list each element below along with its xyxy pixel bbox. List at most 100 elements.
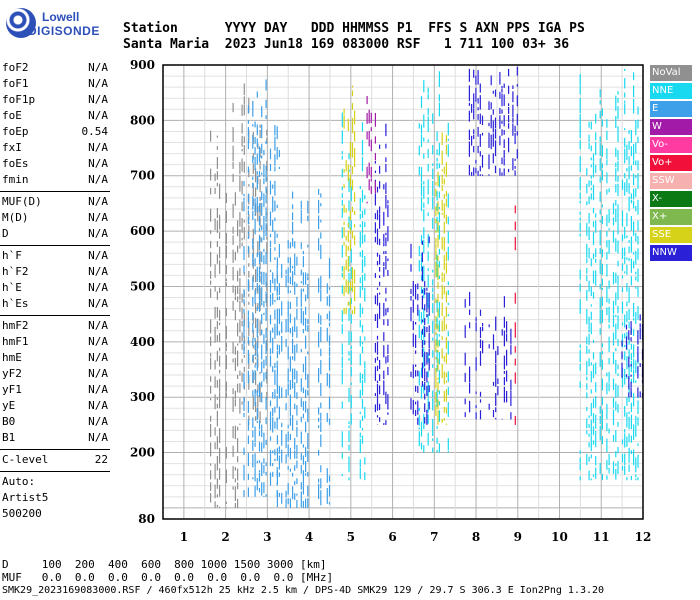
echo-point: [432, 418, 434, 431]
param-value: N/A: [88, 319, 108, 332]
echo-point: [628, 183, 630, 194]
echo-point: [635, 160, 637, 166]
echo-point: [612, 314, 615, 327]
echo-point: [579, 192, 581, 200]
echo-point: [232, 300, 234, 311]
echo-point: [261, 191, 263, 200]
echo-point: [345, 244, 347, 257]
param-row: hmF1 N/A: [0, 334, 112, 350]
echo-point: [359, 467, 361, 479]
echo-point: [243, 490, 245, 497]
echo-point: [285, 269, 287, 275]
echo-point: [626, 178, 628, 193]
param-row: foF2 N/A: [0, 60, 112, 76]
echo-point: [276, 308, 278, 324]
echo-point: [281, 422, 283, 428]
echo-point: [265, 170, 267, 182]
echo-point: [265, 252, 267, 264]
echo-point: [588, 213, 590, 224]
echo-point: [376, 287, 379, 290]
echo-point: [617, 404, 619, 413]
echo-point: [225, 245, 227, 259]
echo-point: [599, 462, 601, 474]
echo-point: [274, 257, 276, 260]
echo-point: [443, 194, 445, 199]
echo-point: [269, 180, 272, 195]
echo-point: [266, 177, 268, 181]
echo-point: [241, 158, 243, 172]
echo-point: [608, 371, 610, 383]
param-name: B0: [2, 415, 16, 428]
echo-point: [621, 263, 624, 271]
echo-point: [247, 316, 249, 328]
echo-point: [248, 415, 250, 422]
echo-point: [432, 320, 434, 334]
echo-point: [423, 186, 425, 199]
echo-point: [364, 287, 366, 302]
echo-point: [427, 179, 429, 195]
echo-point: [633, 85, 635, 98]
echo-point: [427, 197, 429, 205]
echo-point: [296, 370, 298, 384]
echo-point: [432, 337, 434, 341]
echo-point: [421, 340, 423, 349]
echo-point: [341, 431, 343, 448]
echo-point: [438, 339, 440, 347]
echo-point: [343, 204, 345, 213]
echo-point: [361, 341, 364, 345]
echo-point: [628, 309, 630, 320]
echo-point: [628, 464, 630, 472]
echo-point: [265, 207, 267, 222]
echo-point: [438, 410, 440, 422]
echo-point: [415, 350, 417, 354]
echo-point: [608, 467, 610, 474]
echo-point: [241, 332, 243, 342]
echo-point: [261, 287, 263, 303]
echo-point: [599, 136, 601, 143]
echo-point: [418, 309, 420, 322]
echo-point: [592, 339, 595, 343]
echo-point: [252, 417, 254, 428]
echo-point: [624, 457, 626, 466]
echo-point: [254, 156, 256, 171]
echo-point: [385, 232, 387, 236]
echo-point: [287, 240, 289, 249]
echo-point: [320, 315, 322, 325]
echo-point: [287, 383, 289, 396]
echo-point: [210, 270, 212, 279]
echo-point: [225, 501, 227, 504]
echo-point: [259, 196, 261, 202]
echo-point: [443, 406, 445, 413]
echo-point: [302, 500, 304, 508]
echo-point: [239, 162, 241, 175]
echo-point: [438, 401, 440, 406]
echo-point: [258, 266, 261, 282]
echo-point: [617, 150, 619, 161]
echo-point: [438, 163, 440, 169]
echo-point: [420, 182, 423, 197]
echo-point: [435, 243, 437, 254]
param-row: C-level 22: [0, 452, 112, 468]
echo-point: [361, 399, 364, 409]
echo-point: [438, 320, 440, 332]
echo-point: [272, 392, 274, 399]
echo-point: [637, 248, 639, 260]
echo-point: [590, 187, 592, 191]
echo-point: [348, 286, 350, 294]
echo-point: [424, 381, 426, 391]
echo-point: [441, 302, 443, 317]
echo-point: [579, 156, 581, 172]
echo-point: [435, 261, 437, 278]
echo-point: [469, 382, 471, 394]
echo-point: [254, 365, 256, 368]
echo-point: [592, 291, 595, 299]
echo-point: [285, 319, 287, 333]
echo-point: [349, 142, 351, 158]
echo-point: [441, 320, 443, 332]
echo-point: [503, 130, 505, 135]
param-separator: [0, 245, 110, 246]
echo-point: [435, 218, 437, 224]
echo-point: [424, 417, 426, 424]
echo-point: [479, 391, 482, 397]
echo-point: [420, 421, 423, 437]
